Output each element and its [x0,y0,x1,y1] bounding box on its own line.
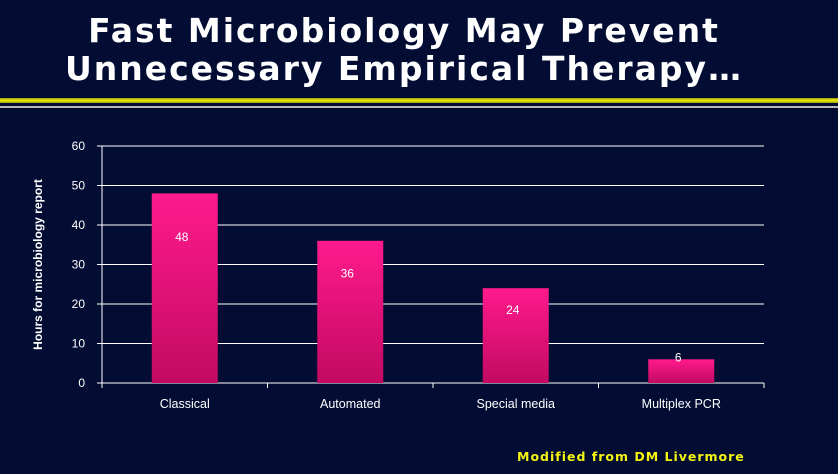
bar-data-label: 48 [175,230,189,244]
y-tick-label: 20 [72,297,86,311]
bar-data-label: 6 [675,350,682,364]
y-tick-label: 40 [72,218,86,232]
y-tick-label: 10 [72,337,86,351]
y-tick-label: 0 [78,376,85,390]
bar-automated [317,240,384,383]
slide-title: Fast Microbiology May Prevent Unnecessar… [0,12,808,88]
y-axis-title: Hours for microbiology report [31,179,45,350]
y-tick-label: 60 [72,139,86,153]
title-line-1: Fast Microbiology May Prevent [88,11,720,50]
title-underline-thin [0,106,838,108]
source-credit: Modified from DM Livermore [517,449,745,464]
bar-data-label: 36 [341,267,355,281]
title-line-2: Unnecessary Empirical Therapy… [64,49,744,88]
x-category-label: Automated [320,397,381,411]
y-tick-label: 50 [72,179,86,193]
x-category-label: Classical [160,397,210,411]
title-underline-accent [0,98,838,103]
x-category-label: Multiplex PCR [642,397,721,411]
bar-classical [151,193,218,383]
x-category-label: Special media [476,397,555,411]
bar-data-label: 24 [506,303,520,317]
bar-special-media [482,288,549,383]
y-tick-label: 30 [72,258,86,272]
bar-multiplex-pcr [648,359,715,383]
